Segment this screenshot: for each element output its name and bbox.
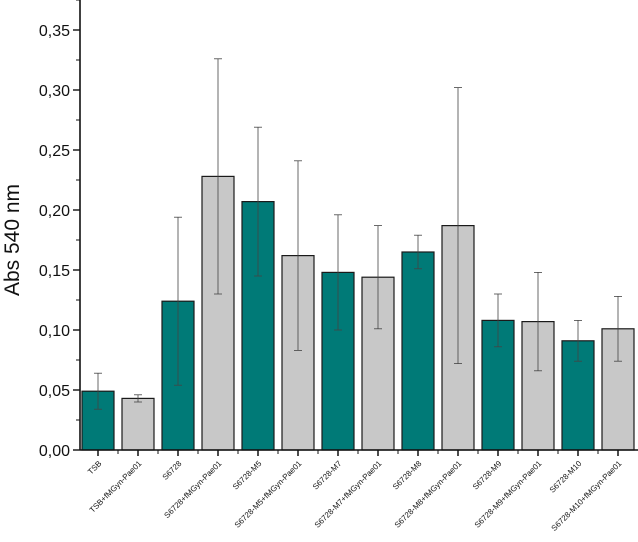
y-tick-label: 0,30 — [39, 83, 70, 100]
error-bar — [134, 394, 142, 403]
y-tick-label: 0,35 — [39, 23, 70, 40]
error-bar — [414, 234, 422, 270]
x-tick-label: S6728-M10 — [548, 459, 584, 495]
y-tick-label: 0,20 — [39, 203, 70, 220]
error-bar — [454, 87, 462, 365]
x-tick-label: S6728-M5+fMGyn-Pae01 — [233, 459, 304, 530]
error-bar — [94, 372, 102, 410]
y-tick-label: 0,10 — [39, 323, 70, 340]
error-bar — [294, 160, 302, 351]
x-tick-label: S6728-M10+fMGyn-Pae01 — [550, 459, 624, 533]
x-tick-label: S6728-M8+fMGyn-Pae01 — [393, 459, 464, 530]
error-bar — [254, 126, 262, 277]
error-bar — [494, 293, 502, 348]
x-tick-label: S6728-M9+fMGyn-Pae01 — [473, 459, 544, 530]
bar — [401, 251, 435, 451]
x-tick-label: S6728-M9 — [471, 459, 504, 492]
error-bar — [174, 216, 182, 386]
y-axis-label: Abs 540 nm — [1, 184, 24, 296]
x-tick-label: S6728-M5 — [231, 459, 264, 492]
x-tick-label: TSB — [86, 459, 103, 476]
error-bar — [334, 214, 342, 331]
bar — [121, 397, 155, 451]
x-tick-label: S6728-M7 — [311, 459, 344, 492]
error-bar — [374, 225, 382, 330]
y-tick-label: 0,25 — [39, 143, 70, 160]
error-bar — [214, 58, 222, 295]
x-tick-label: S6728-M8 — [391, 459, 424, 492]
x-tick-label: S6728-M7+fMGyn-Pae01 — [313, 459, 384, 530]
y-tick-label: 0,05 — [39, 383, 70, 400]
y-tick-label: 0,00 — [39, 443, 70, 460]
error-bar — [574, 319, 582, 362]
y-tick-label: 0,15 — [39, 263, 70, 280]
x-tick-label: S6728 — [161, 459, 184, 482]
error-bar — [534, 271, 542, 372]
error-bar — [614, 295, 622, 362]
